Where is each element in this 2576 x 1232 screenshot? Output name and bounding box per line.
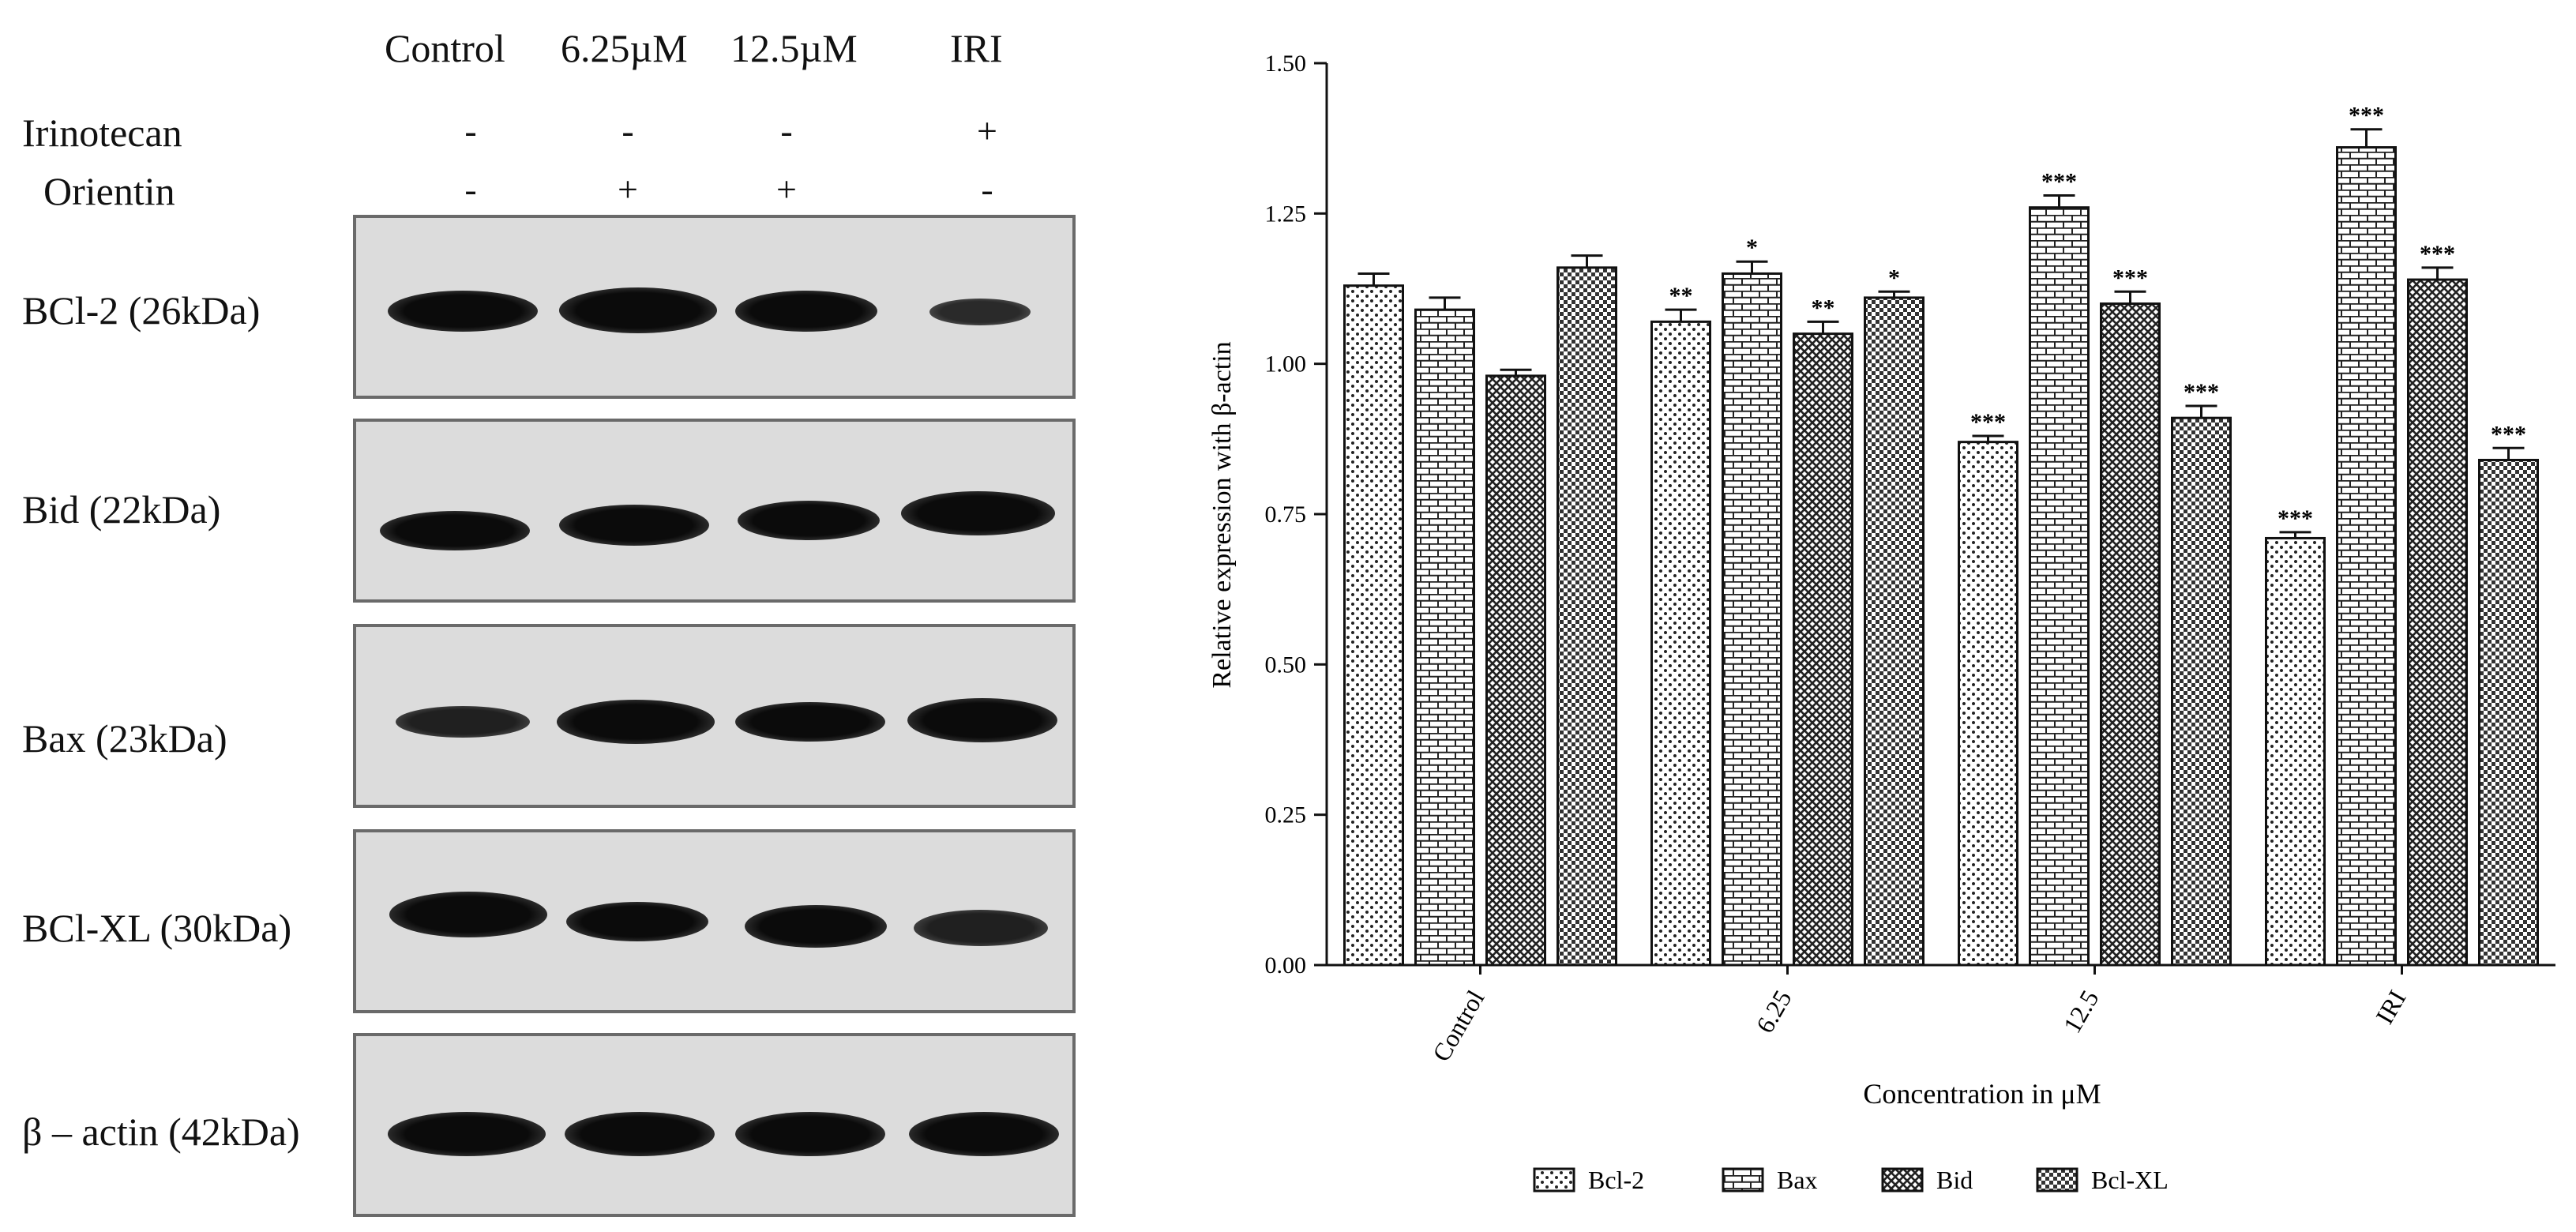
legend-label: Bcl-2 (1588, 1166, 1644, 1194)
bar (2407, 278, 2468, 967)
irinotecan-sign: - (621, 111, 634, 151)
blot-band (907, 698, 1057, 742)
blot-panel-bclxl (353, 829, 1076, 1013)
bar (2478, 458, 2539, 967)
blot-panel-bcl2 (353, 215, 1076, 399)
legend-label: Bax (1777, 1166, 1818, 1194)
bar (1793, 332, 1853, 967)
bar (2171, 416, 2232, 967)
blot-band (380, 511, 530, 550)
y-tick-label: 0.75 (1265, 501, 1307, 528)
blot-band (389, 892, 547, 937)
bars-group: ****************************** (1343, 103, 2539, 967)
lane-header-control: Control (385, 26, 505, 70)
irinotecan-sign: - (780, 111, 793, 151)
y-axis-ticks: 0.00 0.25 0.50 0.75 1.00 1.25 1.50 (1265, 51, 1327, 978)
x-tick-label: 12.5 (2057, 986, 2104, 1038)
orientin-sign: + (618, 169, 638, 209)
blot-row-label-bclxl: BCl-XL (30kDa) (22, 906, 292, 950)
blot-panel-bax (353, 624, 1076, 808)
y-tick-label: 1.50 (1265, 51, 1307, 77)
blot-band (909, 1112, 1059, 1156)
y-tick-label: 1.25 (1265, 201, 1307, 227)
x-category-labels: Control 6.25 12.5 IRI (1426, 965, 2412, 1066)
lane-header-6-25: 6.25µM (561, 26, 688, 70)
bar (1650, 320, 1711, 967)
significance-label: *** (1970, 409, 2006, 435)
legend-label: Bcl-XL (2091, 1166, 2169, 1194)
bar (2265, 536, 2326, 967)
lane-header-12-5: 12.5µM (730, 26, 858, 70)
bar (2336, 146, 2397, 967)
significance-label: *** (2184, 379, 2219, 405)
significance-label: ** (1669, 283, 1693, 309)
significance-label: * (1746, 235, 1758, 261)
significance-label: ** (1812, 295, 1835, 321)
blot-band (559, 287, 717, 333)
significance-label: *** (2041, 168, 2077, 194)
bar (1485, 374, 1546, 967)
blot-panel-bid (353, 419, 1076, 603)
legend-swatch (1881, 1167, 1924, 1193)
bar (2100, 302, 2161, 967)
y-tick-label: 0.50 (1265, 652, 1307, 678)
blot-band (396, 706, 530, 738)
bar (2029, 206, 2090, 967)
bar (1556, 266, 1617, 967)
significance-label: * (1888, 265, 1900, 291)
blot-row-label-bax: Bax (23kDa) (22, 716, 227, 761)
blot-band (565, 1112, 715, 1156)
legend-label: Bid (1936, 1166, 1973, 1194)
significance-label: *** (2491, 421, 2526, 447)
blot-band (735, 291, 877, 332)
significance-label: *** (2420, 241, 2455, 267)
blot-band (745, 905, 887, 948)
blot-band (735, 702, 885, 742)
bar (1958, 441, 2018, 967)
blot-band (388, 1112, 546, 1156)
x-axis-label: Concentration in μM (1863, 1078, 2101, 1110)
blot-panel-beta-actin (353, 1033, 1076, 1217)
significance-label: *** (2277, 505, 2313, 531)
bar (1343, 284, 1404, 967)
orientin-sign: - (464, 169, 477, 209)
blot-band (738, 501, 880, 540)
y-tick-label: 1.00 (1265, 351, 1307, 377)
blot-band (566, 902, 708, 941)
significance-label: *** (2349, 103, 2384, 129)
irinotecan-sign: - (464, 111, 477, 151)
significance-label: *** (2112, 265, 2148, 291)
blot-band (735, 1112, 885, 1156)
orientin-sign: + (776, 169, 797, 209)
bar (1864, 296, 1924, 967)
lane-header-iri: IRI (950, 26, 1003, 70)
legend: Bcl-2 Bax Bid Bcl-XL (1533, 1166, 2169, 1194)
blot-row-label-bcl2: BCl-2 (26kDa) (22, 288, 261, 332)
treatment-label-orientin: Orientin (43, 169, 175, 213)
bar (1414, 308, 1475, 967)
x-tick-label: IRI (2370, 986, 2412, 1029)
y-tick-label: 0.25 (1265, 802, 1307, 828)
bar (1722, 272, 1782, 967)
blot-band (901, 491, 1055, 535)
legend-swatch (1722, 1167, 1764, 1193)
legend-swatch (1533, 1167, 1575, 1193)
legend-swatch (2036, 1167, 2078, 1193)
orientin-sign: - (981, 169, 993, 209)
blot-band (388, 291, 538, 332)
blot-row-label-bid: Bid (22kDa) (22, 487, 221, 531)
blot-row-label-beta-actin: β – actin (42kDa) (22, 1110, 300, 1154)
x-tick-label: 6.25 (1750, 986, 1797, 1038)
x-tick-label: Control (1426, 985, 1489, 1066)
irinotecan-sign: + (977, 111, 997, 151)
blot-band (557, 700, 715, 744)
treatment-label-irinotecan: Irinotecan (22, 111, 182, 155)
blot-band (559, 505, 709, 546)
blot-band (929, 299, 1031, 325)
y-axis-label: Relative expression with β-actin (1207, 341, 1237, 688)
blot-band (914, 910, 1048, 946)
y-tick-label: 0.00 (1265, 952, 1307, 978)
